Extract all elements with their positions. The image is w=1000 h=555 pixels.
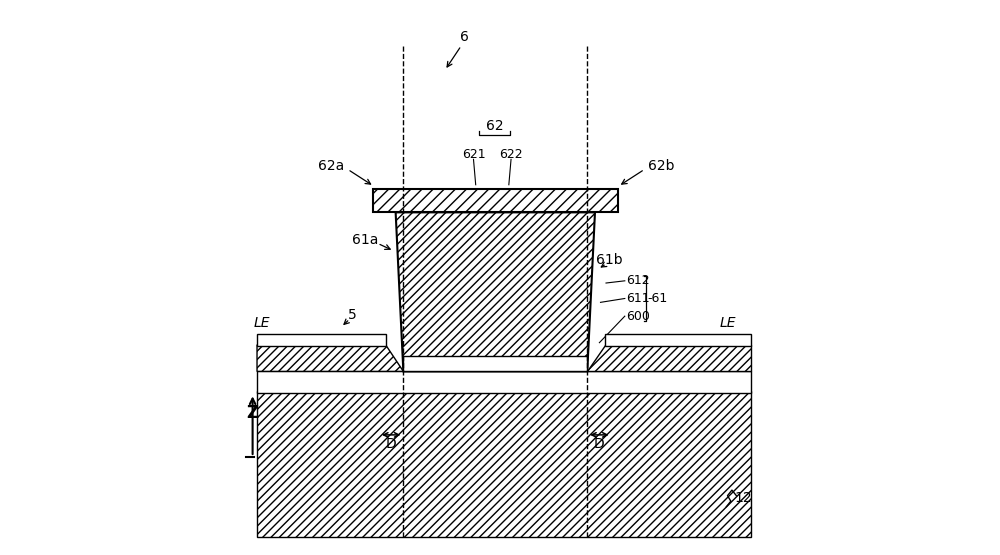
Polygon shape: [396, 213, 595, 371]
Text: 62: 62: [486, 119, 503, 133]
Text: 61a: 61a: [352, 233, 378, 247]
Polygon shape: [605, 334, 751, 346]
Text: -61: -61: [647, 292, 668, 305]
Text: 61b: 61b: [596, 253, 623, 267]
Polygon shape: [257, 391, 751, 537]
Text: 621: 621: [462, 148, 485, 162]
Text: 611: 611: [626, 292, 650, 305]
Text: D: D: [594, 437, 605, 451]
Polygon shape: [373, 189, 618, 213]
Text: Z: Z: [247, 404, 259, 422]
Text: 62b: 62b: [648, 159, 674, 173]
Text: 600: 600: [626, 310, 650, 322]
Polygon shape: [587, 345, 751, 371]
Text: 6: 6: [460, 31, 469, 44]
Text: 622: 622: [499, 148, 523, 162]
Polygon shape: [257, 334, 386, 346]
Text: D: D: [386, 437, 397, 451]
Text: LE: LE: [253, 316, 270, 330]
Text: 612: 612: [626, 274, 650, 287]
Text: 5: 5: [348, 308, 356, 322]
Polygon shape: [403, 356, 587, 371]
Text: 12: 12: [735, 491, 752, 506]
Text: LE: LE: [720, 316, 736, 330]
Polygon shape: [257, 345, 403, 371]
Text: 62a: 62a: [318, 159, 345, 173]
Polygon shape: [257, 371, 751, 393]
